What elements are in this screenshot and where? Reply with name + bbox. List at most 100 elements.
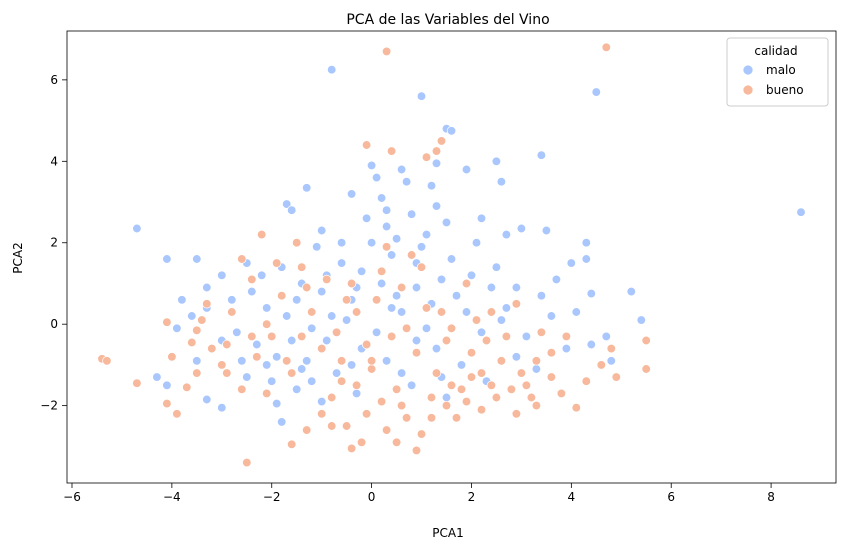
scatter-point-bueno [172, 409, 182, 419]
scatter-point-malo [501, 303, 512, 313]
y-tick-label: 2 [50, 236, 58, 250]
scatter-point-bueno [641, 364, 651, 374]
scatter-point-malo [561, 343, 572, 354]
scatter-point-bueno [331, 327, 342, 337]
scatter-point-malo [531, 364, 542, 374]
scatter-point-bueno [356, 437, 367, 447]
scatter-point-bueno [431, 146, 442, 156]
scatter-point-bueno [381, 46, 392, 57]
scatter-point-malo [511, 352, 522, 362]
scatter-point-bueno [167, 352, 177, 362]
scatter-point-malo [336, 258, 347, 268]
scatter-point-malo [411, 282, 422, 293]
scatter-point-bueno [327, 392, 337, 403]
scatter-point-malo [162, 380, 172, 390]
scatter-point-malo [302, 356, 312, 366]
scatter-point-malo [247, 286, 257, 297]
scatter-point-bueno [556, 388, 567, 399]
scatter-point-malo [341, 315, 352, 325]
scatter-point-malo [441, 392, 452, 403]
scatter-point-bueno [262, 388, 272, 399]
y-tick-label: 4 [50, 154, 58, 168]
scatter-point-bueno [396, 400, 407, 411]
scatter-point-bueno [601, 42, 611, 52]
scatter-point-malo [466, 270, 477, 280]
scatter-point-bueno [366, 356, 377, 366]
scatter-point-bueno [192, 325, 202, 335]
scatter-point-malo [581, 238, 591, 248]
chart-title: PCA de las Variables del Vino [346, 12, 549, 28]
scatter-point-bueno [197, 315, 207, 325]
scatter-point-malo [796, 207, 806, 217]
scatter-point-bueno [282, 356, 292, 366]
scatter-point-bueno [227, 307, 237, 317]
points-layer [97, 42, 806, 468]
scatter-point-bueno [611, 372, 621, 382]
scatter-point-bueno [272, 258, 282, 268]
scatter-point-bueno [451, 413, 462, 423]
scatter-point-bueno [247, 331, 257, 342]
scatter-point-bueno [521, 380, 532, 390]
scatter-point-malo [541, 225, 552, 236]
scatter-point-bueno [267, 331, 277, 342]
scatter-point-malo [386, 303, 397, 313]
scatter-point-bueno [391, 437, 402, 447]
scatter-point-malo [217, 270, 227, 280]
scatter-point-malo [317, 225, 327, 236]
scatter-point-bueno [317, 409, 327, 419]
scatter-point-malo [297, 364, 307, 374]
scatter-point-malo [511, 282, 522, 293]
scatter-point-bueno [351, 380, 362, 390]
scatter-point-malo [491, 262, 502, 272]
scatter-point-malo [217, 403, 227, 413]
scatter-point-malo [551, 274, 562, 285]
scatter-point-bueno [506, 384, 517, 394]
scatter-point-malo [287, 205, 297, 215]
scatter-point-bueno [247, 274, 257, 285]
scatter-point-bueno [102, 356, 112, 366]
scatter-point-bueno [376, 266, 387, 276]
scatter-point-malo [381, 205, 392, 215]
scatter-point-bueno [546, 372, 557, 382]
scatter-point-bueno [491, 392, 502, 403]
scatter-point-malo [431, 158, 442, 168]
scatter-point-malo [242, 372, 252, 382]
scatter-point-bueno [307, 307, 317, 317]
scatter-point-bueno [531, 356, 542, 366]
scatter-point-malo [177, 295, 187, 305]
scatter-point-bueno [182, 382, 192, 392]
scatter-point-bueno [381, 242, 392, 252]
scatter-point-malo [431, 201, 442, 211]
scatter-point-bueno [217, 360, 227, 370]
scatter-point-malo [277, 417, 287, 427]
scatter-point-bueno [277, 291, 287, 301]
scatter-point-bueno [376, 396, 387, 407]
scatter-point-bueno [401, 323, 412, 333]
scatter-point-bueno [476, 368, 487, 378]
scatter-point-bueno [386, 146, 397, 156]
scatter-point-malo [172, 323, 182, 333]
scatter-point-bueno [351, 307, 362, 317]
scatter-point-bueno [187, 337, 197, 348]
y-axis: −2 0 2 4 6 [40, 73, 67, 413]
scatter-point-bueno [471, 315, 482, 325]
scatter-point-bueno [526, 392, 537, 403]
scatter-point-malo [272, 352, 282, 362]
scatter-point-malo [601, 331, 611, 342]
x-axis-label: PCA1 [432, 526, 463, 540]
scatter-point-bueno [446, 323, 457, 333]
scatter-point-malo [396, 307, 407, 317]
x-tick-label: −2 [263, 490, 281, 504]
scatter-point-malo [202, 282, 212, 293]
scatter-point-malo [571, 307, 581, 317]
scatter-point-bueno [302, 282, 312, 293]
scatter-point-bueno [531, 400, 542, 411]
scatter-point-bueno [341, 421, 352, 431]
scatter-point-malo [322, 335, 332, 346]
scatter-point-malo [351, 388, 362, 399]
x-tick-label: −4 [163, 490, 181, 504]
scatter-point-bueno [641, 335, 651, 346]
legend-marker-malo [742, 64, 754, 76]
scatter-point-bueno [132, 378, 142, 388]
scatter-point-bueno [606, 343, 616, 354]
